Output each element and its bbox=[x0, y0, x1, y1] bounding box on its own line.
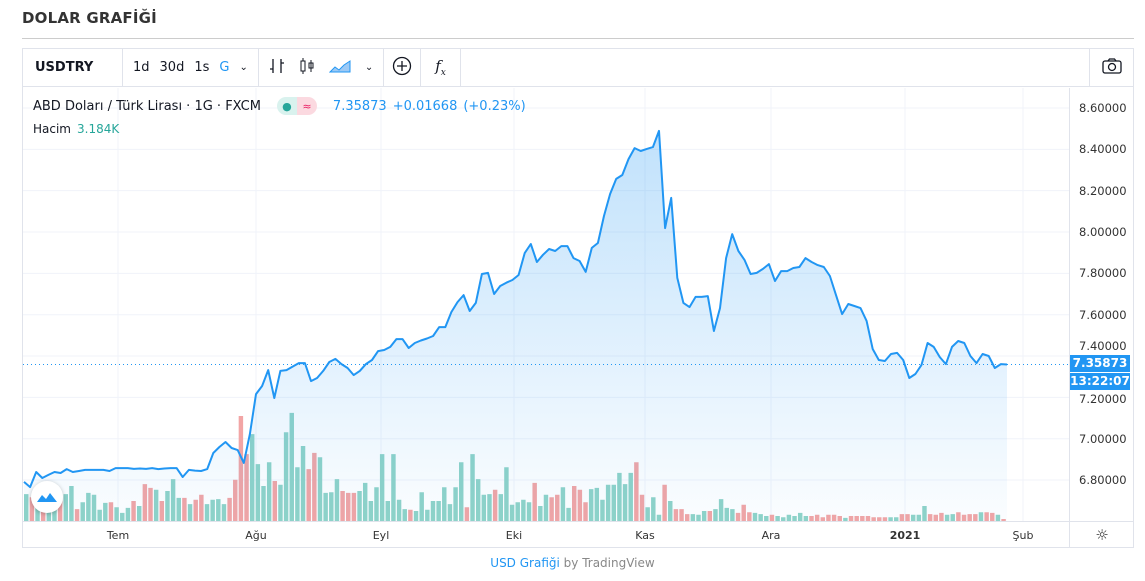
last-price-label: 7.35873 bbox=[1070, 355, 1130, 372]
add-indicator-icon bbox=[392, 56, 412, 80]
price-area-fill bbox=[24, 130, 1007, 521]
y-tick-label: 7.80000 bbox=[1079, 266, 1127, 281]
bar-chart-icon[interactable] bbox=[269, 57, 285, 79]
x-tick-label: Ağu bbox=[245, 529, 267, 542]
chart-toolbar: USDTRY 1d 30d 1s G ⌄ ⌄ fx bbox=[23, 48, 1133, 87]
market-status-pill[interactable]: ● ≈ bbox=[276, 97, 317, 115]
legend-change: +0.01668 bbox=[392, 98, 458, 114]
interval-1d[interactable]: 1d bbox=[133, 60, 150, 75]
y-tick-label: 8.60000 bbox=[1079, 101, 1127, 115]
footer-attribution: by TradingView bbox=[563, 556, 655, 570]
data-delay-icon: ≈ bbox=[296, 97, 317, 115]
x-tick-label: Eki bbox=[505, 529, 523, 542]
x-tick-label: Tem bbox=[106, 529, 130, 542]
x-tick-label: 2021 bbox=[889, 529, 921, 542]
chart-legend: ABD Doları / Türk Lirası · 1G · FXCM ● ≈… bbox=[33, 97, 526, 115]
indicators-button[interactable]: fx bbox=[421, 48, 461, 87]
y-tick-label: 8.00000 bbox=[1079, 225, 1127, 240]
chevron-down-icon[interactable]: ⌄ bbox=[364, 62, 374, 73]
chart-type-group: ⌄ bbox=[259, 48, 385, 87]
price-line bbox=[23, 129, 1008, 489]
title-divider bbox=[22, 38, 1134, 39]
legend-change-pct: (+0.23%) bbox=[463, 98, 526, 114]
add-indicator-button[interactable] bbox=[384, 48, 422, 87]
area-chart-icon[interactable] bbox=[328, 58, 351, 78]
y-tick-label: 7.40000 bbox=[1079, 339, 1127, 353]
tradingview-logo-icon bbox=[37, 493, 57, 502]
usd-chart-link[interactable]: USD Grafiği bbox=[490, 556, 560, 570]
interval-1s[interactable]: 1s bbox=[194, 60, 210, 75]
y-tick-label: 7.00000 bbox=[1079, 431, 1127, 446]
legend-price: 7.35873 bbox=[332, 98, 387, 114]
footer: USD Grafiği by TradingView bbox=[0, 556, 1145, 570]
time-axis[interactable]: ☼ Tem Ağu Eyl Eki Kas Ara 2021 Şub bbox=[23, 521, 1134, 548]
chevron-down-icon[interactable]: ⌄ bbox=[239, 62, 248, 73]
camera-icon bbox=[1101, 58, 1122, 78]
y-tick-label: 8.20000 bbox=[1079, 183, 1127, 198]
chart-settings-button[interactable]: ☼ bbox=[1069, 522, 1134, 548]
symbol-search-button[interactable]: USDTRY bbox=[23, 48, 123, 87]
y-tick-label: 7.60000 bbox=[1079, 307, 1127, 322]
x-tick-label: Eyl bbox=[372, 529, 390, 542]
gear-icon: ☼ bbox=[1095, 526, 1109, 544]
x-tick-label: Ara bbox=[761, 529, 781, 542]
price-plot[interactable] bbox=[23, 88, 1069, 521]
tradingview-logo[interactable] bbox=[31, 481, 63, 513]
screenshot-button[interactable] bbox=[1089, 49, 1133, 87]
x-tick-label: Şub bbox=[1012, 529, 1034, 542]
interval-group: 1d 30d 1s G ⌄ bbox=[123, 48, 259, 87]
interval-g[interactable]: G bbox=[219, 60, 230, 75]
market-open-dot-icon: ● bbox=[276, 97, 297, 115]
volume-legend: Hacim 3.184K bbox=[33, 122, 119, 136]
price-axis[interactable]: 8.60000 8.40000 8.20000 8.00000 7.80000 7.600… bbox=[1069, 88, 1134, 521]
function-icon: fx bbox=[435, 57, 446, 78]
y-tick-label: 8.40000 bbox=[1079, 142, 1127, 157]
volume-label: Hacim bbox=[33, 122, 71, 136]
interval-30d[interactable]: 30d bbox=[159, 60, 185, 75]
candlestick-icon[interactable] bbox=[299, 57, 315, 79]
page-title: DOLAR GRAFİĞİ bbox=[22, 9, 157, 27]
symbol-description: ABD Doları / Türk Lirası · 1G · FXCM bbox=[33, 98, 261, 114]
x-tick-label: Kas bbox=[635, 529, 655, 542]
tradingview-chart[interactable]: USDTRY 1d 30d 1s G ⌄ ⌄ fx ABD Doları / T… bbox=[22, 48, 1134, 548]
y-tick-label: 6.80000 bbox=[1079, 473, 1127, 488]
volume-value: 3.184K bbox=[77, 122, 120, 136]
y-tick-label: 7.20000 bbox=[1079, 392, 1127, 406]
bar-countdown-label: 13:22:07 bbox=[1070, 373, 1130, 390]
